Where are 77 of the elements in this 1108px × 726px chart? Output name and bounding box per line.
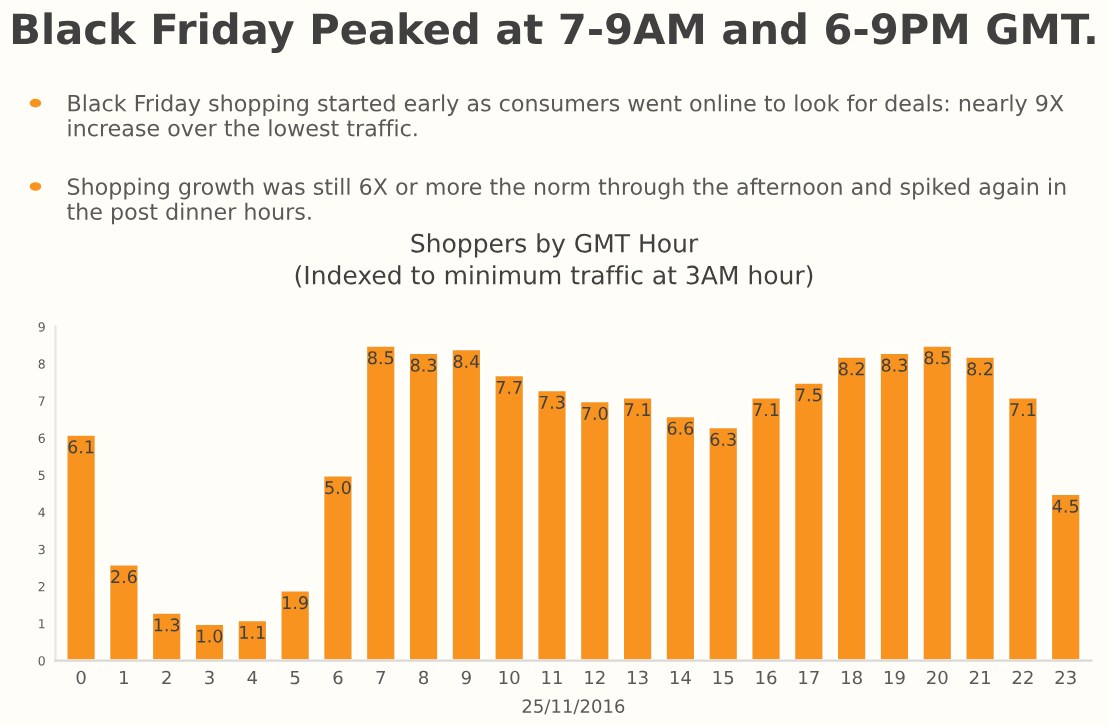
x-tick-label: 18: [842, 670, 862, 685]
x-tick-label: 6: [333, 670, 343, 685]
x-tick-label: 12: [585, 670, 605, 685]
bar: [150, 611, 184, 661]
x-tick-label: 1: [120, 670, 128, 685]
data-label: 2.6: [111, 570, 137, 584]
data-label: 4.5: [1052, 499, 1079, 513]
bar: [235, 618, 269, 661]
x-tick-label: 23: [1055, 670, 1076, 685]
data-label: 6.3: [710, 432, 736, 446]
bar: [1049, 492, 1083, 661]
data-label: 6.6: [667, 421, 694, 435]
x-tick-label: 7: [376, 670, 385, 685]
bar: [193, 622, 226, 661]
bar: [749, 395, 783, 661]
x-axis-title: 25/11/2016: [522, 699, 625, 715]
x-tick-label: 11: [542, 670, 562, 685]
data-label: 1.1: [240, 625, 265, 639]
data-label: 7.3: [539, 395, 565, 409]
data-label: 7.1: [753, 403, 779, 417]
bar: [107, 562, 141, 661]
bar: [792, 380, 826, 661]
x-tick-label: 0: [76, 670, 86, 685]
x-tick-label: 19: [884, 670, 905, 685]
data-label: 6.1: [68, 440, 94, 454]
data-label: 1.9: [283, 596, 308, 610]
x-tick-label: 8: [419, 670, 429, 685]
data-label: 8.3: [881, 358, 907, 372]
x-tick-label: 4: [247, 670, 258, 685]
bar: [535, 388, 569, 661]
x-tick-label: 3: [205, 670, 214, 685]
bar: [407, 351, 440, 661]
bar: [1006, 395, 1040, 661]
data-label: 7.7: [496, 381, 522, 394]
data-label: 8.3: [410, 358, 437, 372]
bar: [878, 351, 911, 661]
bar: [920, 343, 954, 661]
x-tick-label: 20: [927, 670, 948, 685]
x-tick-label: 13: [628, 670, 648, 685]
data-label: 7.0: [582, 406, 608, 421]
bar: [64, 432, 98, 661]
data-label: 1.3: [154, 618, 180, 632]
data-label: 8.2: [838, 362, 864, 376]
data-label: 8.2: [967, 362, 993, 376]
data-label: 8.5: [368, 351, 394, 365]
data-label: 8.5: [924, 351, 950, 365]
bar: [492, 373, 526, 661]
x-tick-label: 15: [713, 670, 734, 685]
chart-title: Shoppers by GMT Hour (Indexed to minimum traffic at 3AM hour): [295, 233, 813, 288]
text: Black Friday shopping started early as consumers went online to look for deals: nearly 9X increase over the lowest traffic.: [68, 94, 1064, 137]
x-tick-label: 14: [670, 670, 691, 685]
bar: [278, 588, 312, 661]
bar: [835, 355, 869, 661]
x-tick-label: 9: [461, 670, 471, 685]
bar: [449, 347, 483, 661]
x-tick-label: 21: [969, 670, 990, 685]
x-tick-label: 16: [756, 670, 777, 685]
data-label: 8.4: [453, 354, 480, 369]
bar: [578, 399, 612, 661]
x-tick-label: 22: [1012, 670, 1033, 685]
bar: [321, 473, 355, 661]
x-tick-label: 2: [162, 670, 171, 685]
data-label: 5.0: [325, 481, 351, 495]
data-label: 1.0: [197, 629, 223, 643]
bar: [706, 425, 740, 661]
x-tick-label: 10: [499, 670, 520, 685]
data-label: 7.1: [625, 403, 650, 417]
bar: [664, 414, 697, 661]
data-label: 7.1: [1010, 403, 1036, 417]
text: Shopping growth was still 6X or more the norm through the afternoon and spiked again in the post dinner hours.: [67, 177, 1066, 225]
x-tick-label: 5: [290, 670, 300, 685]
bar: [963, 355, 997, 661]
x-tick-label: 17: [799, 670, 819, 685]
chart-subtitle: Black Friday Peaked at 7-9AM and 6-9PM GMT.: [12, 12, 1095, 53]
data-label: 7.5: [796, 388, 822, 402]
bar: [364, 343, 398, 661]
bar: [621, 395, 654, 661]
